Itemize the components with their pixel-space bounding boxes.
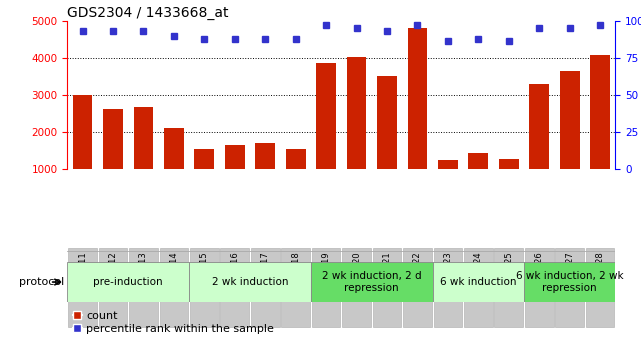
FancyBboxPatch shape <box>99 248 128 327</box>
Bar <box>103 109 123 206</box>
FancyBboxPatch shape <box>372 248 401 327</box>
FancyBboxPatch shape <box>433 262 524 302</box>
Text: GSM76324: GSM76324 <box>474 251 483 297</box>
Bar <box>408 28 428 206</box>
Text: GSM76319: GSM76319 <box>322 251 331 297</box>
FancyBboxPatch shape <box>586 248 615 327</box>
Text: GSM76328: GSM76328 <box>595 251 604 297</box>
Text: 6 wk induction: 6 wk induction <box>440 277 517 287</box>
Bar <box>286 149 306 206</box>
Bar <box>194 149 214 206</box>
Bar <box>377 76 397 206</box>
Bar <box>255 143 275 206</box>
Bar <box>529 85 549 206</box>
FancyBboxPatch shape <box>190 248 219 327</box>
Text: GSM76322: GSM76322 <box>413 251 422 297</box>
Text: protocol: protocol <box>19 277 64 287</box>
Text: GSM76317: GSM76317 <box>261 251 270 297</box>
Bar <box>316 63 336 206</box>
Text: GSM76321: GSM76321 <box>383 251 392 297</box>
FancyBboxPatch shape <box>281 248 310 327</box>
Text: GSM76323: GSM76323 <box>444 251 453 297</box>
Bar <box>499 159 519 206</box>
Text: GSM76325: GSM76325 <box>504 251 513 297</box>
FancyBboxPatch shape <box>464 248 493 327</box>
Bar <box>469 153 488 206</box>
Bar <box>164 128 184 206</box>
FancyBboxPatch shape <box>189 262 311 302</box>
Text: GSM76312: GSM76312 <box>108 251 117 297</box>
Text: 6 wk induction, 2 wk
repression: 6 wk induction, 2 wk repression <box>516 271 624 293</box>
Bar <box>438 160 458 206</box>
Text: GSM76314: GSM76314 <box>169 251 178 297</box>
FancyBboxPatch shape <box>160 248 188 327</box>
Text: GSM76315: GSM76315 <box>200 251 209 297</box>
Bar <box>225 145 245 206</box>
FancyBboxPatch shape <box>68 248 97 327</box>
Text: pre-induction: pre-induction <box>94 277 163 287</box>
Bar <box>347 57 367 206</box>
FancyBboxPatch shape <box>312 248 340 327</box>
Text: GSM76313: GSM76313 <box>139 251 148 297</box>
Text: GDS2304 / 1433668_at: GDS2304 / 1433668_at <box>67 6 229 20</box>
FancyBboxPatch shape <box>494 248 523 327</box>
Text: GSM76316: GSM76316 <box>230 251 239 297</box>
Text: 2 wk induction, 2 d
repression: 2 wk induction, 2 d repression <box>322 271 422 293</box>
FancyBboxPatch shape <box>433 248 462 327</box>
FancyBboxPatch shape <box>525 248 554 327</box>
Text: GSM76327: GSM76327 <box>565 251 574 297</box>
FancyBboxPatch shape <box>221 248 249 327</box>
Bar <box>133 108 153 206</box>
FancyBboxPatch shape <box>311 262 433 302</box>
Text: 2 wk induction: 2 wk induction <box>212 277 288 287</box>
FancyBboxPatch shape <box>251 248 279 327</box>
Text: GSM76326: GSM76326 <box>535 251 544 297</box>
FancyBboxPatch shape <box>524 262 615 302</box>
Legend: count, percentile rank within the sample: count, percentile rank within the sample <box>73 311 274 334</box>
Bar <box>590 55 610 206</box>
Text: GSM76311: GSM76311 <box>78 251 87 297</box>
Text: GSM76318: GSM76318 <box>291 251 300 297</box>
FancyBboxPatch shape <box>342 248 371 327</box>
Text: GSM76320: GSM76320 <box>352 251 361 297</box>
Bar <box>72 95 92 206</box>
FancyBboxPatch shape <box>403 248 432 327</box>
Bar <box>560 71 579 206</box>
FancyBboxPatch shape <box>67 262 189 302</box>
FancyBboxPatch shape <box>129 248 158 327</box>
FancyBboxPatch shape <box>555 248 584 327</box>
